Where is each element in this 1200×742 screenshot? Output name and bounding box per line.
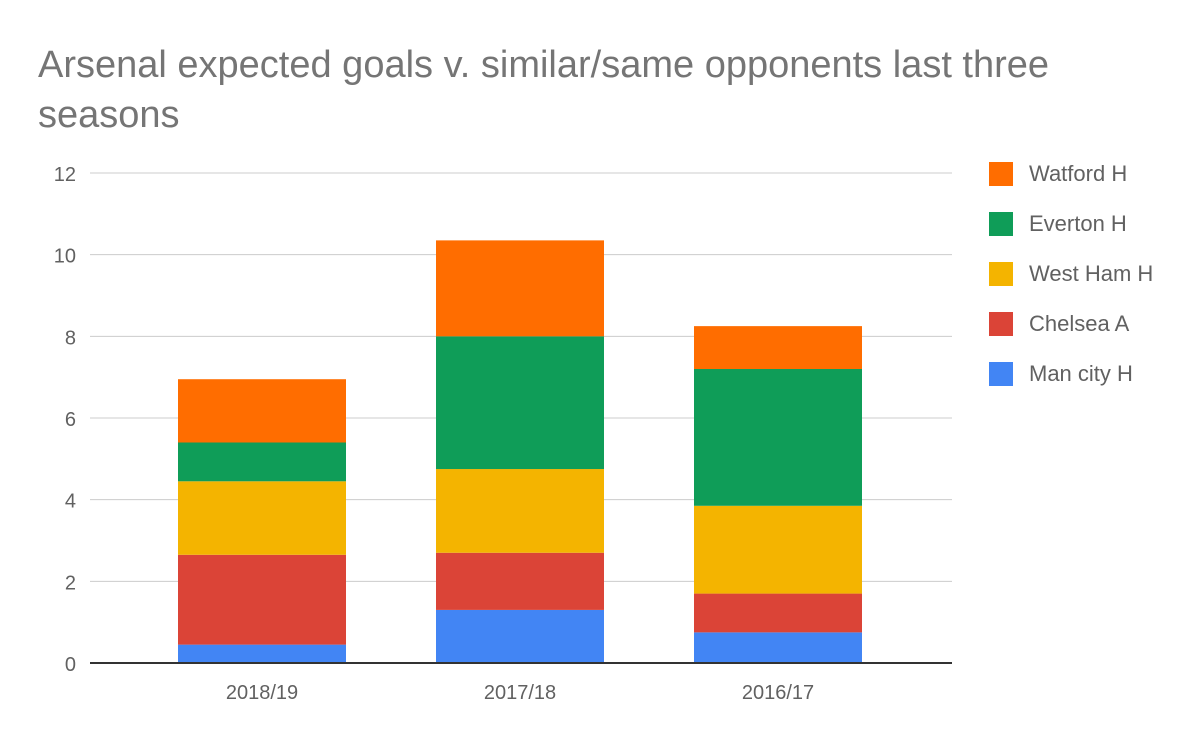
- x-tick-label: 2017/18: [484, 682, 556, 704]
- bar-segment: [436, 469, 604, 553]
- legend-swatch: [989, 212, 1013, 236]
- bar-segment: [436, 336, 604, 470]
- x-tick-label: 2018/19: [226, 682, 298, 704]
- bar-segment: [178, 481, 346, 555]
- chart-title: Arsenal expected goals v. similar/same o…: [38, 44, 1050, 136]
- bar-segment: [694, 326, 862, 369]
- bars: [178, 240, 862, 663]
- legend: Watford H Everton H West Ham H Chelsea A Man…: [989, 161, 1153, 386]
- bar-segment: [178, 554, 346, 645]
- legend-label: Chelsea A: [1029, 311, 1130, 336]
- bar-segment: [694, 632, 862, 663]
- legend-item: Watford H: [989, 161, 1127, 186]
- legend-swatch: [989, 362, 1013, 386]
- bar-segment: [694, 593, 862, 633]
- y-tick-label: 0: [65, 654, 76, 676]
- bar-segment: [436, 240, 604, 337]
- y-tick-label: 6: [65, 409, 76, 431]
- y-tick-label: 2: [65, 572, 76, 594]
- bar-segment: [178, 442, 346, 482]
- bar-segment: [694, 505, 862, 594]
- legend-label: Man city H: [1029, 361, 1133, 386]
- legend-label: Everton H: [1029, 211, 1127, 236]
- y-tick-label: 4: [65, 491, 76, 513]
- bar-segment: [694, 369, 862, 506]
- y-axis-ticks: 0 2 4 6 8 10 12: [54, 164, 76, 676]
- legend-swatch: [989, 262, 1013, 286]
- x-axis-ticks: 2018/19 2017/18 2016/17: [226, 682, 814, 704]
- y-tick-label: 12: [54, 164, 76, 186]
- legend-swatch: [989, 312, 1013, 336]
- legend-item: Chelsea A: [989, 311, 1130, 336]
- legend-swatch: [989, 162, 1013, 186]
- bar-segment: [436, 552, 604, 610]
- y-tick-label: 10: [54, 246, 76, 268]
- legend-item: Everton H: [989, 211, 1127, 236]
- bar-segment: [436, 609, 604, 663]
- legend-label: Watford H: [1029, 161, 1127, 186]
- legend-item: West Ham H: [989, 261, 1153, 286]
- bar-segment: [178, 644, 346, 663]
- y-tick-label: 8: [65, 327, 76, 349]
- bar-segment: [178, 379, 346, 443]
- legend-item: Man city H: [989, 361, 1133, 386]
- x-tick-label: 2016/17: [742, 682, 814, 704]
- legend-label: West Ham H: [1029, 261, 1153, 286]
